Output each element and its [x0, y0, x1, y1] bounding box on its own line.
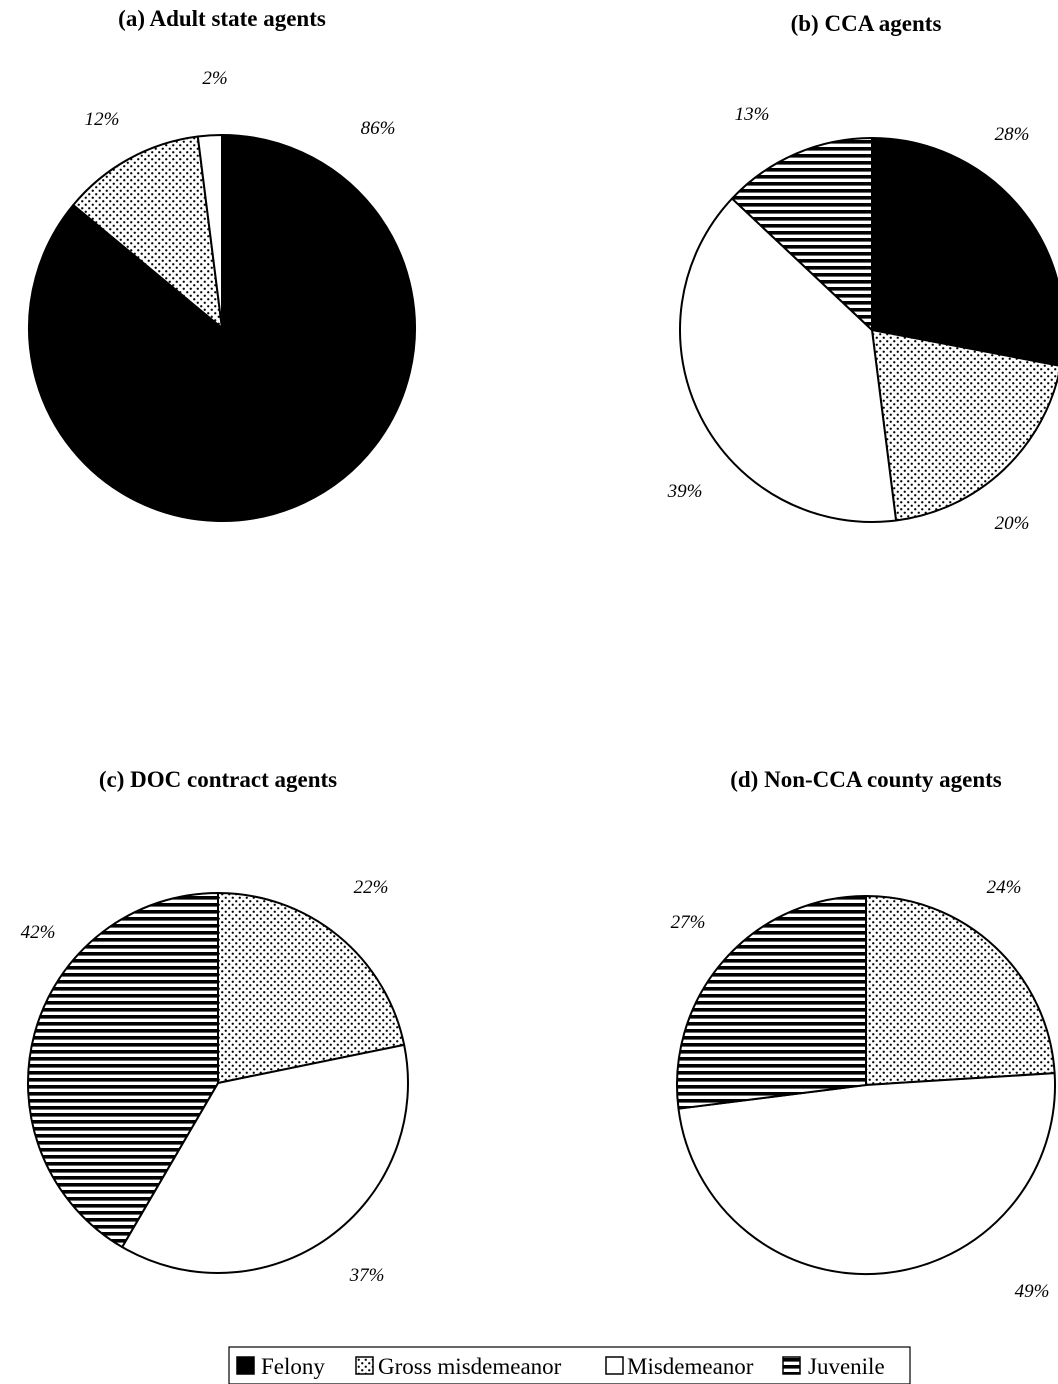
pie-slice-misdemeanor	[679, 197, 898, 523]
legend-label-juvenile: Juvenile	[808, 1354, 885, 1379]
pie-label-misdemeanor: 37%	[349, 1265, 385, 1286]
pie-slice-juvenile	[676, 895, 867, 1110]
pie-slice-gross-misdemeanor	[217, 892, 406, 1084]
pie-label-gross-misdemeanor: 20%	[995, 513, 1030, 534]
pie-slice-misdemeanor	[196, 133, 223, 329]
pie-chart-2: (b) CCA agents 28% 20% 39% 13%	[667, 11, 1058, 534]
pie-slice-misdemeanor	[677, 1072, 1057, 1276]
legend-label-gross-misdemeanor: Gross misdemeanor	[378, 1354, 562, 1379]
pie-slice-gross-misdemeanor	[72, 135, 223, 329]
pie-label-gross-misdemeanor: 22%	[354, 877, 389, 898]
legend-swatch-juvenile	[782, 1356, 801, 1375]
pie-slice-juvenile	[731, 137, 873, 331]
pie-slice-misdemeanor	[121, 1043, 409, 1274]
pie-label-misdemeanor: 2%	[202, 68, 227, 89]
pie-title: (d) Non-CCA county agents	[730, 767, 1002, 792]
pie-slice-gross-misdemeanor	[871, 329, 1058, 522]
legend-label-misdemeanor: Misdemeanor	[627, 1354, 754, 1379]
pie-title: (a) Adult state agents	[118, 6, 326, 31]
legend: Felony Gross misdemeanor Misdemeanor Juv…	[228, 1346, 911, 1384]
pie-label-juvenile: 27%	[671, 912, 706, 933]
pie-label-gross-misdemeanor: 24%	[987, 877, 1022, 898]
pie-chart-3: (c) DOC contract agents 22% 37% 42%	[21, 767, 409, 1286]
pie-slice-juvenile	[27, 892, 219, 1249]
pie-label-juvenile: 13%	[735, 104, 770, 125]
legend-label-felony: Felony	[261, 1354, 325, 1379]
pie-label-felony: 86%	[361, 118, 396, 139]
pie-chart-4: (d) Non-CCA county agents 24% 49% 27%	[671, 767, 1057, 1302]
pie-chart-1: (a) Adult state agents 86% 12% 2%	[28, 6, 416, 522]
legend-swatch-misdemeanor	[605, 1356, 624, 1375]
legend-swatch-felony	[236, 1356, 255, 1375]
pie-label-felony: 28%	[995, 124, 1030, 145]
pie-title: (c) DOC contract agents	[99, 767, 337, 792]
pie-label-misdemeanor: 39%	[667, 481, 703, 502]
pie-label-juvenile: 42%	[21, 922, 56, 943]
legend-swatch-gross-misdemeanor	[355, 1356, 374, 1375]
pie-slice-gross-misdemeanor	[865, 895, 1056, 1086]
pie-label-misdemeanor: 49%	[1015, 1281, 1050, 1302]
pie-charts: (a) Adult state agents 86% 12% 2% (b) CCA ag…	[21, 6, 1058, 1302]
pie-label-gross-misdemeanor: 12%	[85, 109, 120, 130]
pie-slice-felony	[871, 137, 1058, 367]
pie-title: (b) CCA agents	[791, 11, 942, 36]
